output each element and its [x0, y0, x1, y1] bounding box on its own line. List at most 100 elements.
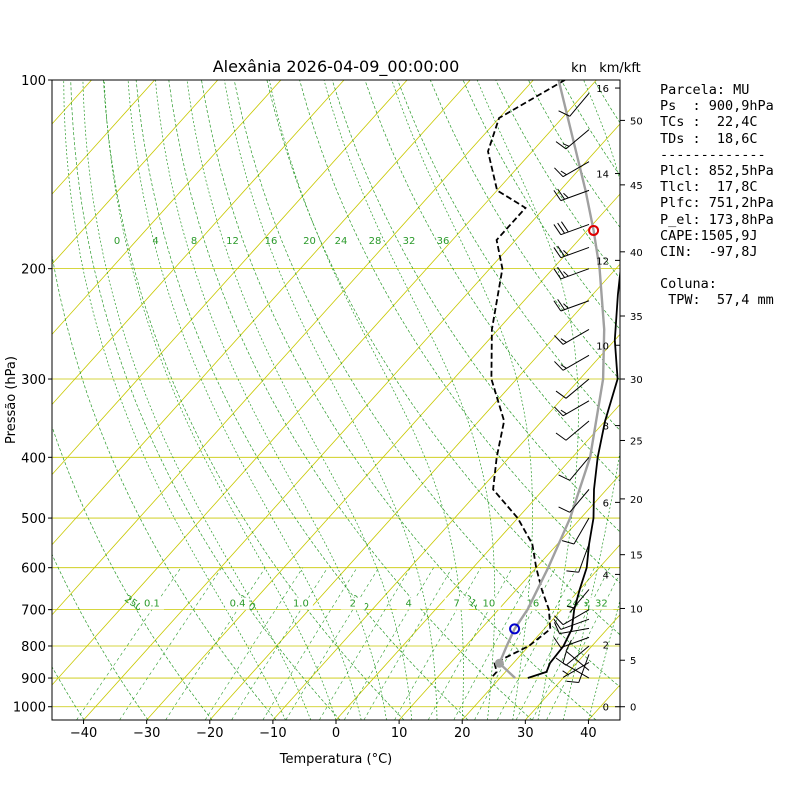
x-tick-label: 40 [580, 726, 597, 741]
barb-tick [560, 170, 567, 176]
wind-barb [561, 517, 590, 545]
barb-tick [563, 271, 569, 277]
moist-adiabat-label: 12 [226, 236, 239, 247]
barb-tick [560, 409, 567, 415]
background-lines: 250270290310330048121620242832360.10.41.… [52, 80, 620, 720]
isotherm-line [398, 473, 620, 720]
x-tick-label: −30 [133, 726, 160, 741]
barb-tick [566, 570, 579, 573]
chart-title: Alexânia 2026-04-09_00:00:00 [213, 57, 460, 77]
mixing-ratio-label-bg [225, 597, 250, 610]
wind-barb [566, 543, 590, 573]
barb-tick [553, 268, 562, 280]
kft-tick-label: 40 [630, 248, 643, 259]
kft-tick-label: 0 [630, 703, 636, 714]
wind-barb [553, 636, 590, 649]
info-line: Plcl: 852,5hPa [660, 162, 774, 179]
wind-barb [553, 245, 590, 259]
wind-kn-label: kn [571, 61, 587, 76]
barb-staff [578, 543, 590, 573]
barb-staff [565, 645, 590, 666]
isotherm-line [83, 123, 620, 720]
isotherm-line [52, 80, 345, 406]
mixing-ratio-line [453, 567, 537, 720]
barb-tick [557, 222, 565, 234]
x-axis-label: Temperatura (°C) [279, 752, 392, 767]
km-tick-label: 6 [603, 498, 609, 509]
wind-barb [555, 645, 590, 666]
kft-tick-label: 35 [630, 312, 643, 323]
info-line [660, 260, 774, 276]
x-tick-label: 30 [517, 726, 534, 741]
moist-adiabat-line [224, 80, 438, 720]
el-marker [588, 224, 600, 236]
moist-adiabat-label: 16 [265, 236, 278, 247]
moist-adiabat-label: 0 [114, 236, 120, 247]
mixing-ratio-line [363, 567, 453, 720]
km-tick-label: 10 [596, 341, 609, 352]
moist-adiabat-line [323, 80, 496, 720]
barb-tick [554, 335, 564, 345]
wind-barb [553, 267, 590, 280]
y-axis-label: Pressão (hPa) [4, 356, 19, 444]
wind-barb [565, 639, 590, 671]
y-tick-label: 200 [21, 263, 46, 278]
wind-barb [553, 299, 590, 312]
dry-adiabat-line [299, 80, 620, 584]
barb-tick [558, 506, 570, 513]
moist-adiabat-line [127, 80, 362, 720]
profile-series [487, 80, 620, 679]
wind-barb [558, 489, 590, 513]
dry-adiabat-line [168, 80, 533, 720]
wind-barb [554, 609, 590, 626]
moist-adiabat-line [82, 80, 312, 720]
mixing-ratio-label-bg [396, 597, 421, 610]
moist-adiabat-label: 4 [152, 236, 158, 247]
barb-tick [554, 615, 564, 625]
info-line: TPW: 57,4 mm [660, 292, 774, 309]
kft-tick-label: 10 [630, 604, 643, 615]
dry-adiabat-line [70, 80, 341, 720]
wind-barb [553, 221, 590, 236]
barb-staff [562, 161, 590, 178]
barb-tick [553, 247, 562, 258]
barb-staff [562, 400, 590, 417]
wind-barb [558, 92, 590, 117]
mixing-ratio-line [262, 567, 358, 720]
info-line: Parcela: MU [660, 82, 750, 98]
barb-tick [554, 167, 564, 178]
y-axis: 100 200 300 400 500 600 700 800 900 1000 [13, 74, 52, 716]
moist-adiabat-line [562, 80, 620, 720]
barb-tick [560, 364, 567, 369]
barb-tick [558, 474, 570, 481]
barb-staff [569, 489, 590, 513]
km-tick-label: 14 [596, 170, 609, 181]
mixing-ratio-label-bg [340, 597, 365, 610]
moist-adiabat-line [186, 80, 413, 720]
mixing-ratio-label-bg [476, 597, 501, 610]
isotherm-line [52, 80, 597, 686]
wind-barb [555, 378, 590, 399]
barb-tick [554, 406, 564, 417]
wind-barb [555, 420, 590, 441]
x-tick-label: 20 [454, 726, 471, 741]
barb-tick [560, 221, 569, 233]
dry-adiabat-line [52, 553, 149, 720]
mixing-ratio-label-bg [589, 597, 614, 610]
barb-tick [561, 540, 575, 545]
info-line: Plfc: 751,2hPa [660, 195, 774, 212]
wind-barb [554, 328, 590, 345]
wind-barb [553, 618, 590, 630]
moist-adiabat-label: 28 [369, 236, 382, 247]
plot-frame [51, 79, 621, 721]
kft-tick-label: 15 [630, 551, 643, 562]
barb-tick [562, 143, 570, 147]
isotherm-line [335, 403, 620, 720]
wind-barb [553, 188, 590, 202]
barb-tick [555, 390, 567, 399]
dry-adiabat-line [201, 80, 597, 720]
mixing-ratio-line [285, 567, 379, 720]
moist-adiabat-label: 8 [191, 236, 197, 247]
mixing-ratio-label: 32 [595, 599, 608, 610]
isotherm-line [52, 80, 534, 616]
